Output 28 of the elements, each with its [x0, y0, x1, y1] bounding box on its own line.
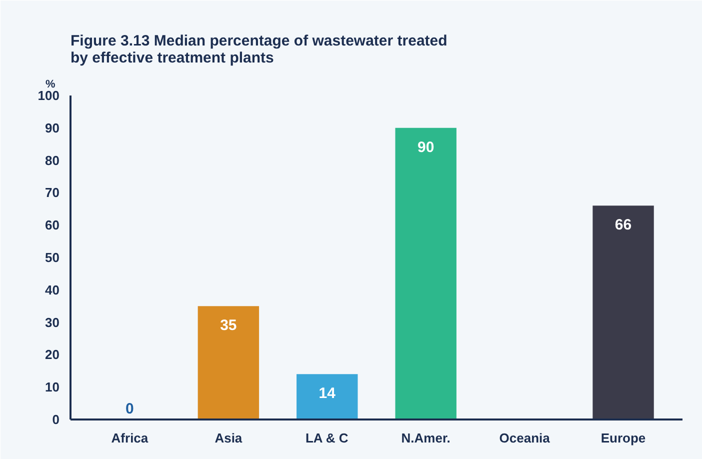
data-label: 35: [220, 317, 237, 334]
x-tick-label: Oceania: [499, 430, 551, 446]
x-tick-label: Africa: [111, 430, 149, 446]
y-tick-label: 100: [38, 88, 60, 103]
bar: [198, 306, 260, 420]
y-tick-label: 70: [45, 185, 60, 200]
data-label: 66: [614, 216, 632, 234]
y-tick-label: 50: [45, 250, 60, 265]
chart-title: Figure 3.13 Median percentage of wastewater treated by effective treatment plants: [70, 32, 448, 66]
y-tick-label: 0: [52, 412, 60, 427]
y-tick-label: 10: [45, 380, 60, 395]
data-label: 90: [418, 138, 434, 156]
x-tick-label: N.Amer.: [401, 430, 450, 446]
x-tick-label: LA & C: [305, 430, 349, 446]
x-tick-label: Asia: [214, 430, 243, 446]
data-label: 14: [318, 385, 336, 402]
bar: [296, 374, 358, 420]
y-tick-label: 30: [45, 314, 60, 330]
bar: [395, 128, 456, 420]
y-tick-label: 80: [45, 152, 60, 168]
x-tick-label: Europe: [600, 430, 646, 446]
y-tick-label: 90: [45, 120, 60, 136]
bar: [592, 206, 654, 420]
y-tick-label: 20: [45, 347, 60, 362]
y-axis-title: %: [46, 78, 56, 90]
data-label: 0: [126, 400, 134, 418]
y-tick-label: 60: [45, 218, 60, 233]
y-tick-label: 40: [45, 282, 60, 298]
